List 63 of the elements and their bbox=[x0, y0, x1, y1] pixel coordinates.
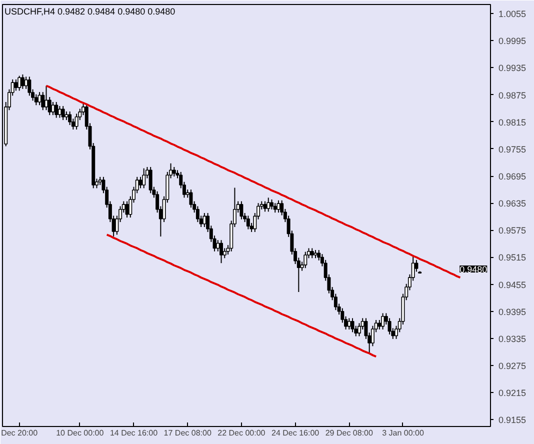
y-tick-label: 0.9215 bbox=[498, 388, 526, 398]
candlestick bbox=[34, 94, 38, 106]
candlestick bbox=[20, 74, 24, 90]
candlestick bbox=[266, 197, 270, 212]
x-tick-label: 14 Dec 16:00 bbox=[110, 428, 158, 438]
y-tick-label: 0.9515 bbox=[498, 252, 526, 263]
line-series bbox=[45, 84, 462, 279]
candlestick bbox=[270, 198, 274, 210]
candlestick bbox=[125, 200, 129, 218]
y-tick-label: 0.9455 bbox=[498, 280, 526, 290]
line-series bbox=[106, 234, 378, 358]
y-tick-label: 0.9335 bbox=[498, 334, 526, 344]
candlestick bbox=[14, 78, 18, 92]
x-tick-label: Dec 20:00 bbox=[1, 428, 38, 438]
y-tick-label: 0.9395 bbox=[498, 306, 526, 317]
x-tick-label: 3 Jan 00:00 bbox=[382, 428, 424, 438]
candlestick bbox=[240, 200, 244, 220]
x-tick-label: 24 Dec 16:00 bbox=[272, 428, 320, 438]
candlestick bbox=[68, 110, 72, 126]
candlestick bbox=[148, 166, 152, 194]
x-tick-label: 10 Dec 00:00 bbox=[56, 428, 104, 438]
candlestick bbox=[263, 200, 267, 212]
candlestick bbox=[310, 248, 314, 259]
candlestick bbox=[350, 318, 354, 333]
y-tick-label: 0.9695 bbox=[498, 172, 526, 182]
candlestick bbox=[44, 85, 48, 111]
candlestick bbox=[51, 101, 55, 116]
candlestick bbox=[54, 101, 58, 118]
candlestick bbox=[58, 106, 62, 118]
candlestick bbox=[381, 312, 385, 330]
x-tick-label: 17 Dec 08:00 bbox=[164, 428, 212, 438]
candlestick bbox=[196, 206, 200, 223]
y-tick-label: 0.9275 bbox=[498, 361, 526, 372]
candlestick bbox=[273, 202, 277, 214]
candlestick bbox=[347, 318, 351, 330]
candlestick bbox=[202, 212, 206, 228]
candlestick bbox=[220, 240, 224, 264]
candlestick bbox=[216, 240, 220, 252]
annotation: 0.9480 bbox=[460, 264, 488, 275]
y-tick-label: 1.0055 bbox=[498, 9, 526, 20]
candlestick bbox=[142, 168, 146, 189]
y-tick-label: 0.9635 bbox=[498, 198, 526, 209]
candlestick bbox=[28, 76, 32, 96]
x-tick-label: 29 Dec 08:00 bbox=[325, 428, 374, 438]
candlestick bbox=[246, 215, 250, 230]
candlestick bbox=[138, 176, 142, 189]
y-tick-label: 0.9875 bbox=[498, 90, 526, 100]
candlestick bbox=[172, 166, 176, 177]
y-tick-label: 0.9155 bbox=[498, 415, 526, 426]
candlestick bbox=[74, 113, 78, 130]
y-tick-label: 0.9935 bbox=[498, 63, 526, 74]
y-tick-label: 0.9815 bbox=[498, 117, 526, 128]
candlestick bbox=[18, 75, 22, 92]
candlestick bbox=[276, 200, 280, 214]
y-tick-label: 0.9755 bbox=[498, 144, 526, 154]
chart-title: USDCHF,H4 0.9482 0.9484 0.9480 0.9480 bbox=[4, 6, 176, 16]
candlestick bbox=[61, 106, 65, 121]
candlestick bbox=[378, 319, 382, 330]
candlestick bbox=[304, 251, 308, 269]
y-tick-label: 0.9575 bbox=[498, 226, 526, 236]
candlestick bbox=[189, 189, 193, 208]
y-tick-label: 0.9995 bbox=[498, 36, 526, 46]
x-tick-label: 22 Dec 00:00 bbox=[218, 428, 266, 438]
